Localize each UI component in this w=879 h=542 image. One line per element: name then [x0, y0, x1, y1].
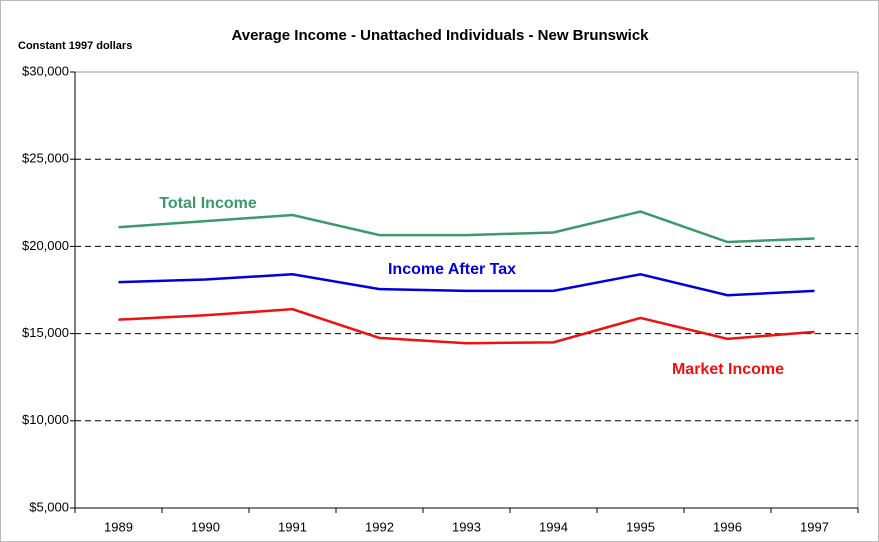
y-tick-label: $15,000 [22, 325, 69, 340]
series-line [118, 273, 815, 297]
x-tick-label: 1989 [104, 519, 133, 534]
series-label: Income After Tax [388, 261, 516, 278]
series-label: Market Income [672, 361, 784, 378]
chart-title: Average Income - Unattached Individuals … [231, 27, 649, 44]
y-tick-label: $20,000 [22, 238, 69, 253]
y-tick-label: $30,000 [22, 63, 69, 78]
x-tick-label: 1991 [278, 519, 307, 534]
y-tick-label: $10,000 [22, 412, 69, 427]
x-tick-label: 1997 [800, 519, 829, 534]
x-tick-label: 1993 [452, 519, 481, 534]
y-tick-label: $5,000 [29, 499, 69, 514]
y-axis-label: Constant 1997 dollars [18, 40, 132, 52]
series-line [118, 210, 815, 244]
series-label: Total Income [159, 195, 257, 212]
series-line [118, 307, 815, 345]
y-tick-label: $25,000 [22, 151, 69, 166]
x-tick-label: 1994 [539, 519, 568, 534]
x-tick-label: 1995 [626, 519, 655, 534]
x-tick-label: 1990 [191, 519, 220, 534]
x-tick-label: 1996 [713, 519, 742, 534]
x-tick-label: 1992 [365, 519, 394, 534]
